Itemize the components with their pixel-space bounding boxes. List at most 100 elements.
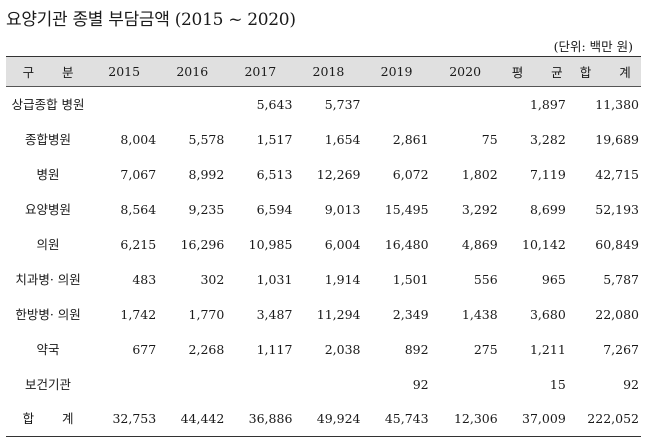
- header-average: 평 균: [499, 56, 568, 87]
- table-row: 합 계 32,753 44,442 36,886 49,924 45,743 12,306 3…: [6, 401, 641, 437]
- table-cell: 302: [200, 271, 225, 287]
- header-year: 2015: [90, 56, 159, 87]
- table-cell: 4,869: [461, 236, 498, 252]
- table-cell: [226, 367, 294, 402]
- average-cell: 8,699: [529, 201, 566, 217]
- row-category: 한방병· 의원: [15, 306, 81, 322]
- table-cell: 6,004: [324, 236, 361, 252]
- header-year: 2020: [430, 56, 500, 87]
- average-cell: 10,142: [522, 236, 566, 252]
- total-cell: 52,193: [595, 201, 639, 217]
- average-cell: 37,009: [499, 401, 568, 437]
- table-header-row: 구 분 2015 2016 2017 2018 2019 2020 평 균 합 …: [6, 56, 641, 87]
- table-cell: 75: [481, 131, 498, 147]
- average-cell: 7,119: [529, 166, 566, 182]
- table-cell: 36,886: [226, 401, 295, 437]
- table-cell: [294, 367, 362, 402]
- table-cell: 6,513: [256, 166, 293, 182]
- table-row: 병원 7,067 8,992 6,513 12,269 6,072 1,802 7,119 42…: [6, 157, 641, 192]
- total-cell: 60,849: [595, 236, 639, 252]
- table-cell: 3,292: [461, 201, 498, 217]
- table-cell: 11,294: [316, 306, 361, 322]
- average-cell: 965: [541, 271, 566, 287]
- table-row: 요양병원 8,564 9,235 6,594 9,013 15,495 3,292 8,699…: [6, 192, 641, 227]
- row-category: 상급종합 병원: [11, 96, 85, 112]
- table-cell: 2,268: [188, 341, 225, 357]
- average-cell: 15: [549, 376, 566, 392]
- row-category: 보건기관: [25, 376, 72, 392]
- table-cell: 12,269: [316, 166, 361, 182]
- total-cell: 11,380: [595, 96, 639, 112]
- total-cell: 22,080: [595, 306, 639, 322]
- document-title: 요양기관 종별 부담금액 (2015 ~ 2020): [6, 10, 296, 30]
- table-cell: 8,004: [120, 131, 157, 147]
- total-cell: 19,689: [595, 131, 639, 147]
- table-cell: 5,643: [256, 96, 293, 112]
- row-category: 종합병원: [25, 131, 72, 147]
- table-cell: 1,802: [461, 166, 498, 182]
- table-cell: 892: [404, 341, 429, 357]
- total-cell: 92: [623, 376, 639, 392]
- average-cell: 3,282: [529, 131, 566, 147]
- table-cell: [90, 87, 158, 122]
- table-cell: 1,117: [256, 341, 293, 357]
- total-cell: 5,787: [603, 271, 639, 287]
- table-cell: 16,480: [384, 236, 429, 252]
- table-cell: 6,594: [256, 201, 293, 217]
- table-cell: 10,985: [248, 236, 293, 252]
- table-cell: 8,564: [120, 201, 157, 217]
- table-row: 약국 677 2,268 1,117 2,038 892 275 1,211 7,267: [6, 332, 641, 367]
- table-row: 의원 6,215 16,296 10,985 6,004 16,480 4,869 10,14…: [6, 227, 641, 262]
- table-row: 한방병· 의원 1,742 1,770 3,487 11,294 2,349 1,438 3,…: [6, 297, 641, 332]
- table-cell: [158, 87, 226, 122]
- header-year: 2018: [294, 56, 363, 87]
- table-cell: 1,654: [324, 131, 361, 147]
- unit-note: (단위: 백만 원): [553, 39, 633, 54]
- table-cell: 8,992: [188, 166, 225, 182]
- total-cell: 7,267: [603, 341, 639, 357]
- table-row: 상급종합 병원 5,643 5,737 1,897 11,380: [6, 87, 641, 122]
- header-year: 2016: [158, 56, 227, 87]
- table-row: 종합병원 8,004 5,578 1,517 1,654 2,861 75 3,282 19,6…: [6, 122, 641, 157]
- cost-table: 구 분 2015 2016 2017 2018 2019 2020 평 균 합 …: [6, 56, 641, 437]
- row-category: 합 계: [6, 401, 91, 437]
- table-cell: 1,501: [392, 271, 429, 287]
- table-cell: 483: [132, 271, 157, 287]
- table-cell: 1,914: [324, 271, 361, 287]
- table-cell: 6,072: [392, 166, 429, 182]
- table-cell: [431, 87, 500, 122]
- table-cell: 49,924: [294, 401, 363, 437]
- table-cell: 1,438: [461, 306, 498, 322]
- header-total: 합 계: [567, 56, 641, 87]
- table-cell: 5,737: [324, 96, 361, 112]
- row-category: 의원: [36, 236, 60, 252]
- table-cell: 92: [412, 376, 429, 392]
- row-category: 약국: [36, 341, 60, 357]
- table-cell: 12,306: [430, 401, 500, 437]
- table-body: 상급종합 병원 5,643 5,737 1,897 11,380 종합병원 8,004 5,5…: [6, 87, 641, 437]
- table-cell: 1,031: [256, 271, 293, 287]
- table-cell: 6,215: [120, 236, 157, 252]
- table-cell: 9,013: [324, 201, 361, 217]
- table-cell: [363, 87, 431, 122]
- average-cell: 3,680: [529, 306, 566, 322]
- table-cell: 556: [473, 271, 498, 287]
- header-year: 2017: [226, 56, 295, 87]
- average-cell: 1,897: [529, 96, 566, 112]
- table-row: 치과병· 의원 483 302 1,031 1,914 1,501 556 965 5,787: [6, 262, 641, 297]
- table-cell: [158, 367, 226, 402]
- header-category: 구 분: [6, 56, 91, 87]
- table-cell: 44,442: [158, 401, 227, 437]
- average-cell: 1,211: [529, 341, 566, 357]
- total-cell: 222,052: [567, 401, 641, 437]
- table-cell: 3,487: [256, 306, 293, 322]
- table-cell: 9,235: [188, 201, 225, 217]
- table-cell: 32,753: [90, 401, 159, 437]
- table-cell: [90, 367, 158, 402]
- table-cell: [431, 367, 500, 402]
- table-cell: 2,038: [324, 341, 361, 357]
- table-cell: 7,067: [120, 166, 157, 182]
- row-category: 치과병· 의원: [15, 271, 81, 287]
- row-category: 병원: [36, 166, 60, 182]
- row-category: 요양병원: [25, 201, 72, 217]
